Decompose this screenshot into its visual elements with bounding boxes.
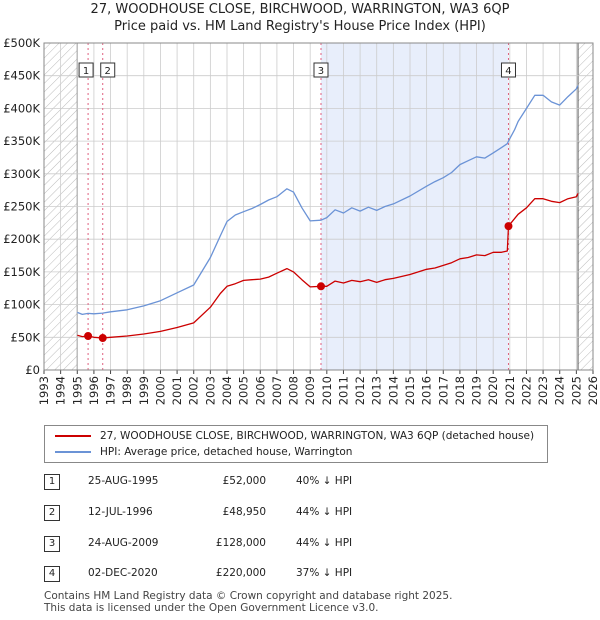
x-tick-label: 1993 — [37, 376, 51, 405]
legend-item-property: 27, WOODHOUSE CLOSE, BIRCHWOOD, WARRINGT… — [55, 428, 534, 444]
x-tick-label: 1994 — [54, 376, 68, 405]
legend-swatch-property — [55, 435, 91, 437]
x-tick-label: 2004 — [220, 376, 234, 405]
transaction-label-text: 4 — [505, 66, 511, 77]
transaction-hpi-diff: 44% ↓ HPI — [296, 537, 353, 549]
y-tick-label: £0 — [25, 363, 40, 377]
legend-label-hpi: HPI: Average price, detached house, Warr… — [100, 446, 353, 458]
transaction-hpi-diff: 40% ↓ HPI — [296, 475, 353, 487]
x-tick-label: 2012 — [353, 376, 367, 405]
table-row: 3 24-AUG-2009 £128,000 44% ↓ HPI — [44, 536, 404, 554]
x-tick-label: 2024 — [553, 376, 567, 405]
transaction-number: 4 — [44, 566, 60, 582]
chart-subtitle: Price paid vs. HM Land Registry's House … — [114, 19, 486, 34]
legend-swatch-hpi — [55, 451, 91, 453]
transaction-label-text: 2 — [105, 66, 111, 77]
transaction-label-box — [78, 62, 94, 78]
x-tick-label: 2013 — [370, 376, 384, 405]
legend-label-property: 27, WOODHOUSE CLOSE, BIRCHWOOD, WARRINGT… — [100, 430, 535, 442]
y-tick-label: £450K — [3, 69, 40, 83]
transaction-label-text: 1 — [83, 66, 89, 77]
x-tick-label: 2008 — [287, 376, 301, 405]
x-tick-label: 2009 — [303, 376, 317, 405]
x-tick-label: 2017 — [436, 376, 450, 405]
transaction-number: 3 — [44, 536, 60, 552]
x-tick-label: 2014 — [386, 376, 400, 405]
footer-licence: This data is licensed under the Open Gov… — [44, 602, 379, 614]
transaction-price: £220,000 — [215, 567, 266, 579]
x-tick-label: 1995 — [70, 376, 84, 405]
x-tick-label: 2018 — [453, 376, 467, 405]
x-tick-label: 2003 — [203, 376, 217, 405]
x-tick-label: 2005 — [237, 376, 251, 405]
y-tick-label: £50K — [11, 330, 41, 344]
x-tick-label: 2006 — [253, 376, 267, 405]
y-tick-label: £350K — [3, 134, 40, 148]
x-tick-label: 2026 — [586, 376, 600, 405]
x-tick-label: 2023 — [536, 376, 550, 405]
transaction-hpi-diff: 44% ↓ HPI — [296, 506, 353, 518]
transaction-point — [316, 282, 325, 291]
y-tick-label: £150K — [3, 265, 40, 279]
y-tick-label: £200K — [3, 232, 40, 246]
x-tick-label: 2001 — [170, 376, 184, 405]
property-series-line — [77, 193, 579, 339]
y-tick-label: £250K — [3, 200, 40, 214]
transaction-point — [504, 222, 513, 231]
transaction-point — [84, 331, 93, 340]
transaction-point — [98, 333, 107, 342]
footer-copyright: Contains HM Land Registry data © Crown c… — [44, 590, 453, 602]
table-row: 2 12-JUL-1996 £48,950 44% ↓ HPI — [44, 505, 404, 523]
transaction-number: 1 — [44, 474, 60, 490]
x-tick-label: 2025 — [569, 376, 583, 405]
x-tick-label: 2020 — [486, 376, 500, 405]
legend-item-hpi: HPI: Average price, detached house, Warr… — [55, 444, 352, 460]
transaction-hpi-diff: 37% ↓ HPI — [296, 567, 353, 579]
x-tick-label: 2007 — [270, 376, 284, 405]
transaction-price: £128,000 — [215, 537, 266, 549]
x-tick-label: 2021 — [503, 376, 517, 405]
transaction-number: 2 — [44, 505, 60, 521]
plot-frame — [43, 42, 594, 371]
chart-title: 27, WOODHOUSE CLOSE, BIRCHWOOD, WARRINGT… — [90, 2, 510, 17]
transaction-price: £52,000 — [222, 475, 266, 487]
y-tick-label: £400K — [3, 101, 40, 115]
legend: 27, WOODHOUSE CLOSE, BIRCHWOOD, WARRINGT… — [44, 425, 548, 463]
transaction-label-text: 3 — [318, 66, 324, 77]
y-tick-label: £300K — [3, 167, 40, 181]
transaction-date: 24-AUG-2009 — [88, 537, 159, 549]
transaction-label-box — [100, 62, 116, 78]
transaction-date: 25-AUG-1995 — [88, 475, 159, 487]
price-chart: 1 2 3 4 £0 £50K £100K £150K £200K £250K £300K £350… — [3, 36, 600, 405]
x-tick-label: 1999 — [137, 376, 151, 405]
table-row: 1 25-AUG-1995 £52,000 40% ↓ HPI — [44, 474, 404, 492]
x-tick-label: 2015 — [403, 376, 417, 405]
x-tick-label: 2010 — [320, 376, 334, 405]
x-tick-label: 2000 — [153, 376, 167, 405]
x-tick-label: 2011 — [336, 376, 350, 405]
x-tick-label: 2016 — [420, 376, 434, 405]
x-tick-label: 1997 — [104, 376, 118, 405]
transaction-label-box — [313, 62, 329, 78]
transaction-date: 12-JUL-1996 — [88, 506, 153, 518]
x-tick-label: 1998 — [120, 376, 134, 405]
x-tick-label: 2022 — [519, 376, 533, 405]
x-tick-label: 2002 — [187, 376, 201, 405]
hpi-series-line — [77, 85, 579, 316]
table-row: 4 02-DEC-2020 £220,000 37% ↓ HPI — [44, 566, 404, 584]
transaction-label-box — [500, 62, 516, 78]
y-tick-label: £500K — [3, 36, 40, 50]
y-tick-label: £100K — [3, 298, 40, 312]
transaction-price: £48,950 — [222, 506, 266, 518]
x-tick-label: 1996 — [87, 376, 101, 405]
x-tick-label: 2019 — [470, 376, 484, 405]
transaction-date: 02-DEC-2020 — [88, 567, 158, 579]
